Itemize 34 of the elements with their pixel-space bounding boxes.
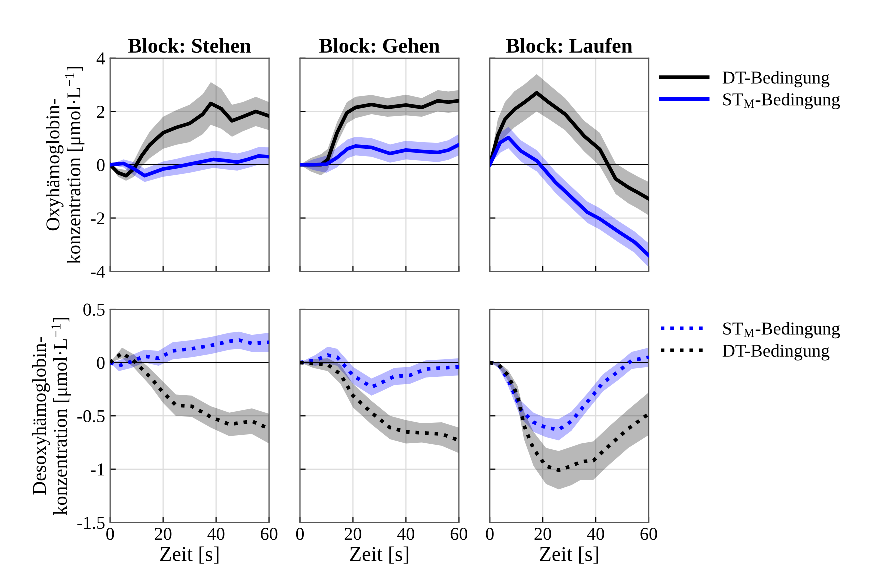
y-tick-label: -4 <box>91 266 106 278</box>
legend-label: ST$_{M}$-Bedingung <box>724 93 840 110</box>
x-tick-label: 40 <box>587 528 604 540</box>
y-axis-title: Oxyhämoglobin- konzentration [μmol·L$^{−1}$] <box>46 67 85 264</box>
y-tick-label: 2 <box>97 106 105 118</box>
x-axis-title: Zeit [s] <box>540 546 598 564</box>
y-tick-label: 4 <box>96 52 106 65</box>
chart-title: Block: Stehen <box>128 38 252 54</box>
y-tick-label: -0.5 <box>78 410 105 423</box>
x-axis-title: Zeit [s] <box>350 546 409 564</box>
x-tick-label: 60 <box>261 528 278 540</box>
y-tick-label: 0.5 <box>84 304 105 316</box>
chart-title: Block: Gehen <box>320 38 440 54</box>
chart-title: Block: Laufen <box>506 38 633 54</box>
x-tick-label: 60 <box>450 528 468 540</box>
x-tick-label: 0 <box>106 528 114 540</box>
legend-label: DT-Bedingung <box>722 344 830 361</box>
y-tick-label: -2 <box>91 212 105 225</box>
x-tick-label: 20 <box>344 528 362 540</box>
x-tick-label: 40 <box>398 528 415 540</box>
x-axis-title: Zeit [s] <box>160 546 219 564</box>
x-tick-label: 60 <box>640 528 658 540</box>
x-tick-label: 0 <box>486 528 494 540</box>
y-axis-title: Desoxyhämoglobin- konzentration [μmol·L$^{−1}$] <box>32 318 72 516</box>
legend-label: DT-Bedingung <box>722 71 830 88</box>
y-tick-label: -1 <box>91 464 104 476</box>
y-tick-label: 0 <box>97 159 105 172</box>
legend-label: ST$_{M}$-Bedingung <box>724 322 840 339</box>
x-tick-label: 0 <box>296 528 304 540</box>
y-tick-label: 0 <box>97 357 105 370</box>
x-tick-label: 20 <box>155 528 172 540</box>
x-tick-label: 20 <box>534 528 552 540</box>
y-tick-label: -1.5 <box>78 517 105 530</box>
x-tick-label: 40 <box>208 528 225 540</box>
